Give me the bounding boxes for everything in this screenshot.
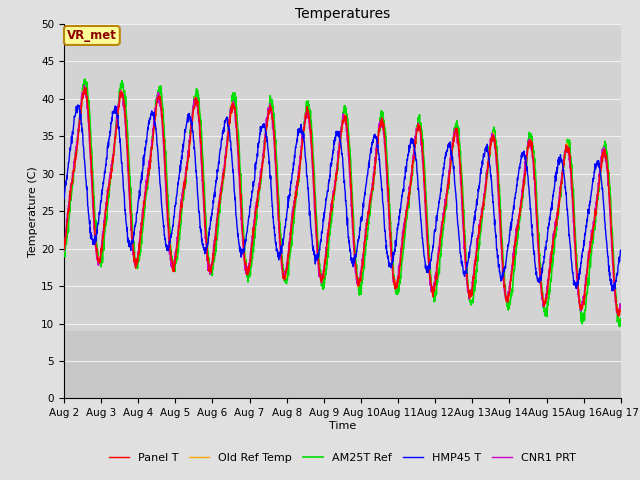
AM25T Ref: [616, 324, 623, 329]
Panel T: [81, 85, 89, 91]
Line: Old Ref Temp: Old Ref Temp: [64, 87, 621, 314]
Panel T: [60, 245, 68, 251]
Old Ref Temp: [614, 311, 622, 317]
CNR1 PRT: [358, 258, 366, 264]
Legend: Panel T, Old Ref Temp, AM25T Ref, HMP45 T, CNR1 PRT: Panel T, Old Ref Temp, AM25T Ref, HMP45 …: [104, 449, 580, 468]
Line: HMP45 T: HMP45 T: [64, 105, 621, 291]
HMP45 T: [74, 102, 81, 108]
Y-axis label: Temperature (C): Temperature (C): [28, 166, 38, 257]
HMP45 T: [358, 210, 366, 216]
Panel T: [568, 176, 575, 182]
X-axis label: Time: Time: [329, 421, 356, 431]
Panel T: [216, 199, 223, 204]
Old Ref Temp: [81, 84, 89, 90]
Title: Temperatures: Temperatures: [295, 8, 390, 22]
Old Ref Temp: [60, 248, 68, 254]
AM25T Ref: [371, 171, 378, 177]
CNR1 PRT: [81, 82, 88, 88]
CNR1 PRT: [371, 165, 378, 170]
CNR1 PRT: [216, 200, 223, 205]
AM25T Ref: [568, 165, 575, 170]
Old Ref Temp: [568, 180, 575, 186]
Text: VR_met: VR_met: [67, 29, 117, 42]
Old Ref Temp: [583, 270, 591, 276]
CNR1 PRT: [617, 301, 625, 307]
Panel T: [615, 313, 623, 319]
Panel T: [583, 271, 591, 277]
Panel T: [371, 171, 378, 177]
Old Ref Temp: [358, 258, 366, 264]
Line: CNR1 PRT: CNR1 PRT: [64, 85, 621, 314]
CNR1 PRT: [568, 186, 575, 192]
CNR1 PRT: [504, 289, 512, 295]
HMP45 T: [568, 260, 575, 265]
Bar: [64, 331, 621, 398]
Old Ref Temp: [371, 167, 378, 173]
CNR1 PRT: [583, 266, 591, 272]
AM25T Ref: [504, 307, 512, 313]
Panel T: [617, 308, 625, 313]
AM25T Ref: [617, 315, 625, 321]
AM25T Ref: [216, 208, 223, 214]
Line: AM25T Ref: AM25T Ref: [64, 79, 621, 326]
HMP45 T: [583, 216, 591, 222]
Old Ref Temp: [504, 295, 512, 300]
HMP45 T: [504, 243, 512, 249]
Panel T: [504, 297, 512, 303]
AM25T Ref: [81, 76, 89, 82]
Old Ref Temp: [216, 195, 223, 201]
AM25T Ref: [583, 289, 591, 295]
Old Ref Temp: [617, 302, 625, 308]
AM25T Ref: [358, 277, 366, 283]
HMP45 T: [216, 152, 223, 157]
CNR1 PRT: [60, 246, 68, 252]
AM25T Ref: [60, 253, 68, 259]
Panel T: [358, 258, 366, 264]
HMP45 T: [371, 132, 378, 138]
HMP45 T: [60, 196, 68, 202]
HMP45 T: [617, 247, 625, 253]
HMP45 T: [609, 288, 616, 294]
Line: Panel T: Panel T: [64, 88, 621, 316]
CNR1 PRT: [614, 312, 622, 317]
